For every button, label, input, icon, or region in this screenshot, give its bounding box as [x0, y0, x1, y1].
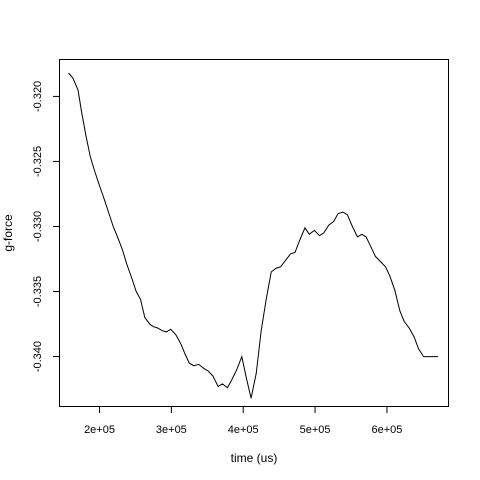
plot-area-frame: [59, 59, 449, 407]
x-tick-label: 2e+05: [84, 424, 115, 436]
y-tick-label: -0.320: [32, 81, 44, 112]
y-axis-label: g-force: [1, 214, 15, 252]
x-tick-label: 4e+05: [228, 424, 259, 436]
y-axis: -0.320 -0.325 -0.330 -0.335 -0.340: [32, 81, 60, 372]
y-tick-label: -0.325: [32, 146, 44, 177]
x-tick-label: 3e+05: [156, 424, 187, 436]
x-tick-label: 5e+05: [300, 424, 331, 436]
y-tick-label: -0.335: [32, 276, 44, 307]
x-axis-label: time (us): [231, 451, 278, 465]
x-axis: 2e+05 3e+05 4e+05 5e+05 6e+05: [84, 406, 402, 436]
x-tick-label: 6e+05: [371, 424, 402, 436]
y-tick-label: -0.330: [32, 211, 44, 242]
g-force-series-line: [68, 72, 438, 399]
y-tick-label: -0.340: [32, 341, 44, 372]
